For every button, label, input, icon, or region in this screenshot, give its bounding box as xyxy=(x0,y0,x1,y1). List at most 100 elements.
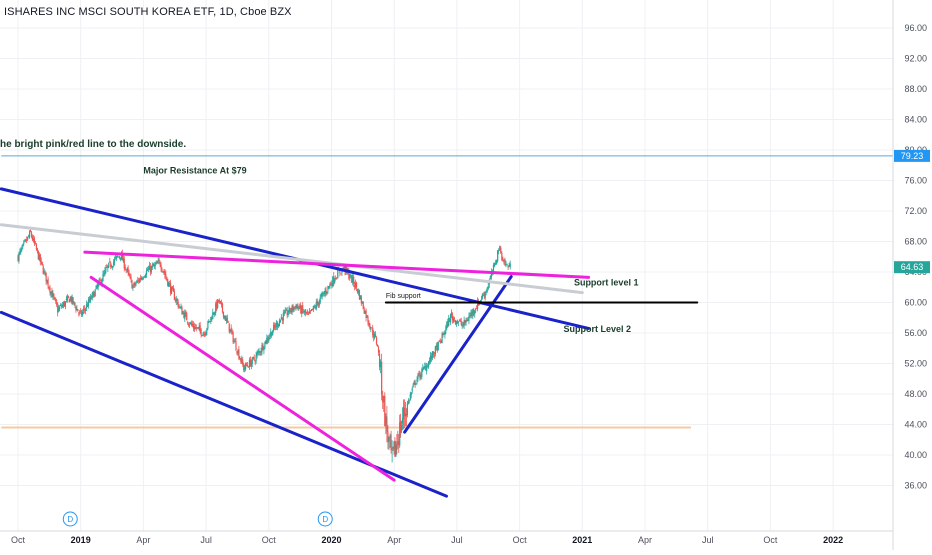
candle-body xyxy=(73,301,75,303)
candle-body xyxy=(85,304,88,309)
y-tick-label: 56.00 xyxy=(904,328,927,338)
candle-body xyxy=(489,276,491,280)
candle-body xyxy=(350,274,352,277)
candle-body xyxy=(91,293,93,298)
candle-body xyxy=(119,257,122,259)
y-tick-label: 76.00 xyxy=(904,176,927,186)
price-tag-label: 64.63 xyxy=(901,262,924,272)
candle-body xyxy=(508,266,510,267)
candle-body xyxy=(363,308,365,314)
candle-body xyxy=(298,308,300,310)
candle-body xyxy=(157,261,159,264)
candle-body xyxy=(136,280,138,283)
candle-body xyxy=(461,324,463,326)
candle-body xyxy=(40,260,42,262)
candle-body xyxy=(383,396,385,403)
candle-body xyxy=(275,322,278,327)
candle-body xyxy=(228,323,230,332)
candle-body xyxy=(292,305,294,310)
candle-body xyxy=(78,312,80,314)
candle-body xyxy=(330,284,332,285)
candle-body xyxy=(99,279,101,281)
candle-body xyxy=(373,333,375,338)
candle-body xyxy=(265,340,267,344)
candle-body xyxy=(55,298,57,302)
candle-body xyxy=(349,277,351,279)
candle-body xyxy=(154,264,156,266)
candle-body xyxy=(417,374,419,379)
candle-body xyxy=(479,300,482,302)
candle-body xyxy=(269,335,271,337)
candle-body xyxy=(250,362,252,367)
candle-body xyxy=(195,327,197,329)
candle-body xyxy=(401,425,403,431)
candle-body xyxy=(364,311,366,314)
candle-body xyxy=(378,353,381,367)
candle-body xyxy=(312,306,314,310)
candle-body xyxy=(430,355,433,359)
candle-body xyxy=(356,288,359,293)
candle-body xyxy=(141,278,144,280)
candle-body xyxy=(440,341,442,343)
candle-body xyxy=(252,357,254,358)
candle-body xyxy=(304,310,306,313)
candle-body xyxy=(17,255,19,261)
price-tag: 79.23 xyxy=(894,149,930,162)
candle-body xyxy=(69,297,71,302)
candle-body xyxy=(221,303,224,312)
candle-body xyxy=(189,322,192,324)
candle-body xyxy=(68,299,70,303)
candle-body xyxy=(243,364,245,371)
candle-body xyxy=(258,351,260,353)
candle-body xyxy=(369,324,371,329)
candle-body xyxy=(129,276,131,278)
candle-body xyxy=(439,340,441,342)
candle-body xyxy=(149,266,151,273)
candle-body xyxy=(27,236,29,240)
candle-body xyxy=(60,306,63,307)
candle-body xyxy=(188,324,191,326)
candle-body xyxy=(257,351,259,353)
candle-body xyxy=(300,305,302,313)
candle-body xyxy=(214,312,216,316)
candle-body xyxy=(160,265,162,270)
candle-body xyxy=(367,316,369,323)
candle-body xyxy=(505,263,507,265)
candle-body xyxy=(463,320,465,326)
candle-body xyxy=(42,266,44,274)
candle-body xyxy=(415,383,417,385)
candle-body xyxy=(165,274,167,278)
candle-body xyxy=(400,421,402,433)
candle-body xyxy=(141,277,143,280)
candle-body xyxy=(333,275,335,283)
candle-body xyxy=(451,315,454,321)
price-tag-bg xyxy=(894,261,930,274)
candle-body xyxy=(138,280,140,282)
candle-body xyxy=(500,247,502,254)
candle-body xyxy=(450,313,452,323)
candlesticks xyxy=(17,228,511,463)
candle-body xyxy=(94,289,96,297)
candle-body xyxy=(225,318,227,321)
candle-body xyxy=(193,326,195,330)
candle-body xyxy=(163,271,165,273)
y-tick-label: 68.00 xyxy=(904,237,927,247)
candle-body xyxy=(377,347,380,353)
candle-body xyxy=(65,298,67,301)
candle-body xyxy=(71,296,73,303)
candle-body xyxy=(185,312,187,314)
candle-body xyxy=(262,344,264,350)
candle-body xyxy=(481,294,483,299)
candle-body xyxy=(222,311,225,318)
annotations: Major Resistance At $79 Fib support Suppor… xyxy=(143,166,638,335)
candle-body xyxy=(247,366,250,368)
fib-support-label: Fib support xyxy=(386,293,421,300)
candle-body xyxy=(235,341,237,351)
candle-body xyxy=(198,326,200,329)
candle-body xyxy=(201,335,203,337)
candle-body xyxy=(39,254,41,262)
candle-body xyxy=(92,291,94,295)
candle-body xyxy=(219,300,221,302)
